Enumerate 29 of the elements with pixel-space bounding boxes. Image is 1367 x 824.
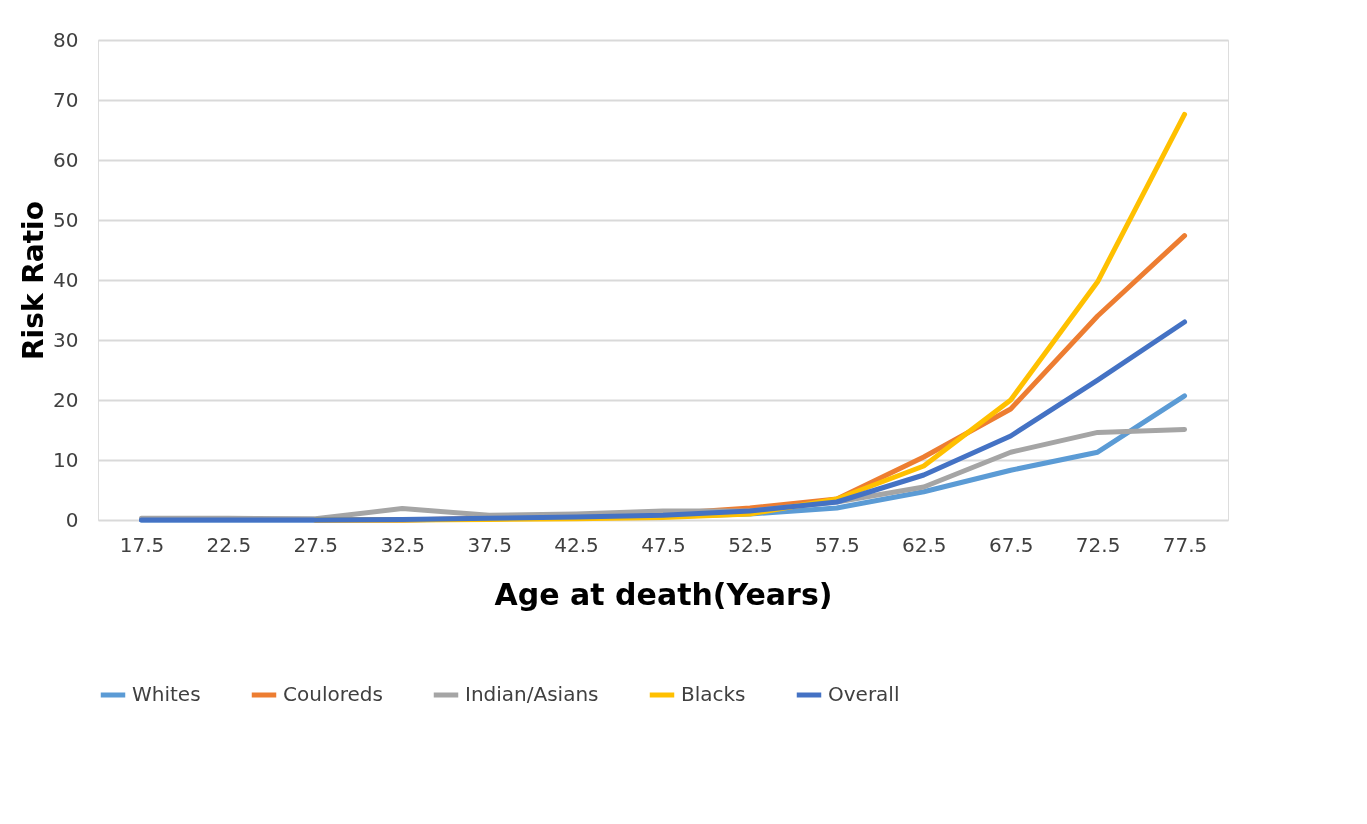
x-tick-label: 62.5 [902, 532, 947, 557]
x-tick-label: 42.5 [554, 532, 599, 557]
x-tick-label: 52.5 [728, 532, 773, 557]
x-tick-label: 17.5 [119, 532, 165, 557]
y-tick-label: 10 [53, 447, 79, 472]
y-axis-title: Risk Ratio [17, 201, 51, 360]
x-axis-title: Age at death(Years) [494, 576, 833, 612]
legend-label: Indian/Asians [465, 682, 599, 706]
legend-label: Blacks [681, 682, 746, 706]
y-tick-label: 0 [65, 507, 79, 532]
y-tick-label: 20 [53, 387, 79, 412]
y-tick-label: 70 [53, 87, 79, 112]
y-tick-label: 30 [53, 327, 79, 352]
x-tick-label: 47.5 [641, 532, 686, 557]
x-tick-label: 77.5 [1162, 532, 1208, 557]
legend-label: Whites [132, 682, 201, 706]
y-tick-label: 50 [53, 207, 79, 232]
y-tick-label: 60 [53, 147, 79, 172]
x-tick-label: 57.5 [815, 532, 860, 557]
legend-label: Overall [828, 682, 900, 706]
x-tick-label: 67.5 [988, 532, 1034, 557]
x-tick-label: 27.5 [293, 532, 339, 557]
y-tick-label: 80 [53, 27, 79, 52]
x-tick-label: 32.5 [380, 532, 425, 557]
x-tick-label: 37.5 [467, 532, 512, 557]
legend-label: Couloreds [283, 682, 383, 706]
y-tick-label: 40 [53, 267, 79, 292]
x-tick-label: 72.5 [1075, 532, 1121, 557]
x-tick-label: 22.5 [206, 532, 252, 557]
